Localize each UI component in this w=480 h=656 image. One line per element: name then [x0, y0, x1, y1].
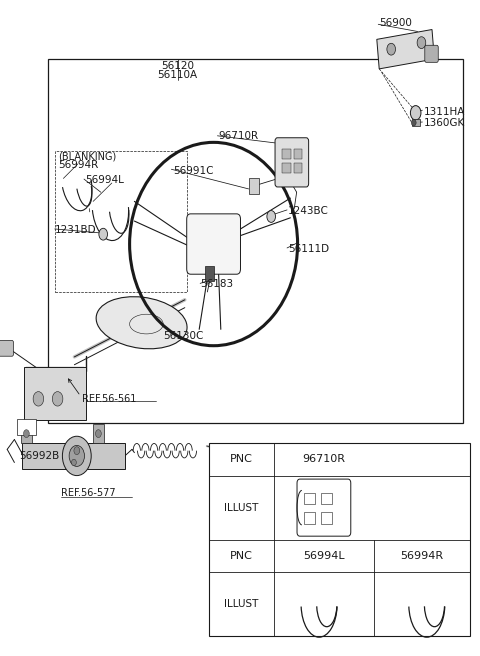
Text: 56900: 56900 — [379, 18, 412, 28]
Bar — [22, 443, 125, 469]
Polygon shape — [377, 30, 434, 69]
Circle shape — [33, 392, 44, 406]
Bar — [17, 419, 36, 435]
FancyBboxPatch shape — [425, 45, 438, 62]
Bar — [412, 119, 420, 126]
Text: ILLUST: ILLUST — [224, 502, 259, 512]
Bar — [321, 512, 332, 524]
Text: 56994L: 56994L — [303, 551, 345, 561]
Bar — [294, 163, 302, 173]
Circle shape — [69, 445, 84, 466]
Text: 56110A: 56110A — [157, 70, 198, 81]
Bar — [304, 493, 315, 504]
Bar — [249, 178, 259, 194]
Text: 56183: 56183 — [201, 279, 234, 289]
Bar — [55, 151, 187, 292]
Circle shape — [72, 459, 76, 466]
Text: PNC: PNC — [230, 454, 253, 464]
Text: 1360GK: 1360GK — [423, 118, 465, 129]
Circle shape — [96, 430, 101, 438]
Bar — [209, 443, 470, 636]
Text: 56991C: 56991C — [173, 165, 213, 176]
FancyBboxPatch shape — [187, 214, 240, 274]
Text: 56994R: 56994R — [400, 551, 444, 561]
Text: 96710R: 96710R — [302, 454, 346, 464]
Circle shape — [62, 436, 91, 476]
Text: 56120: 56120 — [161, 60, 194, 71]
Circle shape — [220, 444, 232, 461]
Bar — [282, 149, 291, 159]
Text: PNC: PNC — [230, 551, 253, 561]
Text: (BLANKING): (BLANKING) — [59, 151, 117, 161]
Circle shape — [411, 119, 416, 126]
Circle shape — [417, 37, 426, 49]
Bar — [205, 266, 214, 281]
Bar — [93, 424, 104, 443]
Text: 1311HA: 1311HA — [423, 106, 465, 117]
Circle shape — [24, 430, 29, 438]
Text: 1243BC: 1243BC — [288, 206, 329, 216]
Text: 56994R: 56994R — [59, 160, 99, 171]
Circle shape — [410, 106, 421, 120]
Bar — [304, 512, 315, 524]
Ellipse shape — [96, 297, 187, 349]
Circle shape — [52, 392, 63, 406]
Text: 56111D: 56111D — [288, 244, 329, 255]
Bar — [48, 59, 463, 423]
Text: REF.56-577: REF.56-577 — [61, 488, 116, 499]
Bar — [294, 149, 302, 159]
Text: 56130C: 56130C — [163, 331, 204, 341]
Text: ILLUST: ILLUST — [224, 600, 259, 609]
Circle shape — [74, 447, 80, 455]
Text: REF.56-561: REF.56-561 — [82, 394, 136, 404]
Ellipse shape — [192, 219, 235, 269]
Text: 96710R: 96710R — [218, 131, 259, 141]
FancyBboxPatch shape — [275, 138, 309, 187]
FancyBboxPatch shape — [0, 340, 13, 356]
Circle shape — [387, 43, 396, 55]
Circle shape — [267, 211, 276, 222]
Text: 56992B: 56992B — [19, 451, 60, 461]
Bar — [24, 367, 86, 420]
Bar — [282, 163, 291, 173]
Bar — [21, 424, 32, 443]
Text: 1231BD: 1231BD — [55, 224, 97, 235]
Bar — [321, 493, 332, 504]
Circle shape — [99, 228, 108, 240]
Text: 56994L: 56994L — [85, 174, 124, 185]
